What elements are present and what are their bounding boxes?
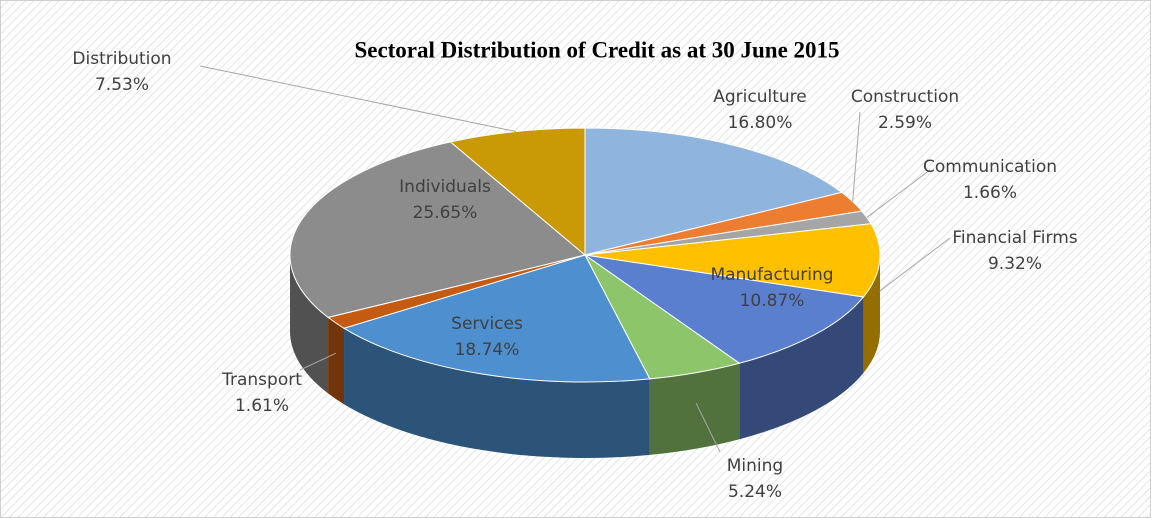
value-label: 1.61% <box>235 396 289 416</box>
value-label: 1.66% <box>963 183 1017 203</box>
value-label: 7.53% <box>95 75 149 95</box>
slice <box>342 254 651 383</box>
leader-line <box>695 402 721 453</box>
slice <box>584 254 865 364</box>
category-label: Communication <box>923 157 1057 177</box>
chart-title: Sectoral Distribution of Credit as at 30… <box>354 37 839 62</box>
side-shade <box>739 297 864 440</box>
slice-side <box>649 363 740 455</box>
value-label: 2.59% <box>878 113 932 133</box>
side-shade <box>649 363 740 455</box>
side-shade <box>328 317 345 405</box>
slice <box>584 127 843 256</box>
value-label: 25.65% <box>413 203 478 223</box>
slice <box>289 141 587 318</box>
category-label: Services <box>451 314 523 334</box>
slice <box>584 223 881 298</box>
leader-line <box>852 111 861 202</box>
value-label: 16.80% <box>728 113 793 133</box>
slice-side <box>739 297 864 440</box>
value-label: 10.87% <box>740 291 805 311</box>
slice <box>449 127 586 257</box>
value-label: 18.74% <box>455 340 520 360</box>
category-label: Mining <box>727 456 783 476</box>
category-label: Construction <box>851 87 959 107</box>
value-label: 5.24% <box>728 482 782 502</box>
slice-side <box>290 255 329 394</box>
category-label: Agriculture <box>713 87 807 107</box>
leader-line <box>299 352 336 371</box>
leader-line <box>879 237 951 292</box>
category-label: Financial Firms <box>952 228 1077 248</box>
category-label: Individuals <box>399 177 491 197</box>
category-label: Distribution <box>72 49 171 69</box>
side-shade <box>290 255 329 394</box>
value-label: 9.32% <box>988 254 1042 274</box>
slice-side <box>863 255 880 374</box>
leader-line <box>866 169 931 218</box>
category-label: Transport <box>221 370 302 390</box>
side-shade <box>863 255 880 374</box>
category-label: Manufacturing <box>710 265 833 285</box>
leader-line <box>199 65 516 133</box>
slice-side <box>328 317 345 405</box>
